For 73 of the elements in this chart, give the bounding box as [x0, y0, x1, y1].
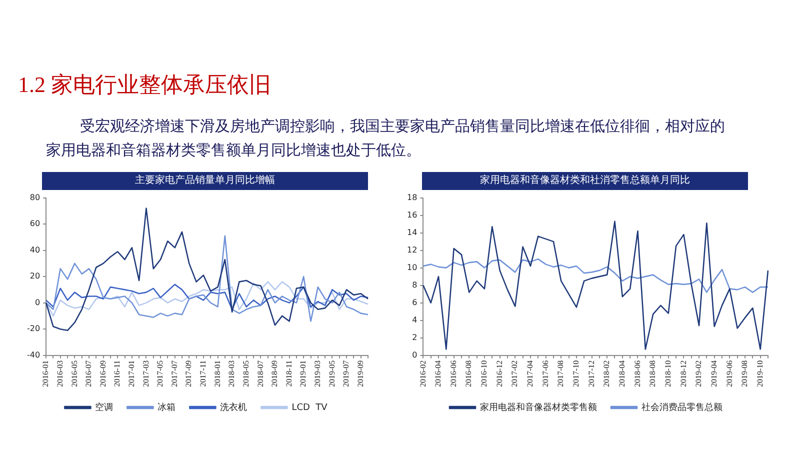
x-tick-label: 2017-02	[510, 360, 520, 388]
legend-label: 空调	[95, 402, 114, 413]
y-tick-label: 18	[406, 192, 418, 202]
x-tick-label: 2018-07	[256, 360, 265, 388]
legend-label: 洗衣机	[220, 402, 248, 413]
x-tick-label: 2017-11	[198, 360, 208, 387]
x-tick-label: 2017-09	[184, 360, 194, 388]
x-tick-label: 2019-01	[298, 360, 308, 388]
y-tick-label: -20	[26, 324, 40, 334]
legend-label: 冰箱	[158, 402, 176, 413]
x-tick-label: 2016-04	[434, 360, 443, 388]
x-tick-label: 2019-05	[327, 360, 336, 388]
x-tick-label: 2017-07	[170, 360, 179, 388]
x-tick-label: 2016-03	[55, 360, 64, 388]
x-tick-label: 2019-08	[740, 360, 750, 388]
y-tick-label: 16	[406, 210, 418, 220]
x-tick-label: 2016-10	[480, 360, 489, 388]
y-tick-label: 2	[412, 332, 418, 342]
x-tick-label: 2017-10	[572, 360, 581, 388]
y-tick-label: 10	[406, 262, 418, 272]
x-tick-label: 2017-03	[141, 360, 150, 388]
x-tick-label: 2019-04	[709, 360, 718, 388]
text: 受宏观经济增速下滑及房地产调控影响，我国主要家电产品销售量同比增速在低位徘徊，相对应的家用电器和音箱器材类零售额单月同比增速也处于低位。	[46, 116, 726, 161]
legend-label: 社会消费品零售总额	[642, 402, 722, 413]
x-tick-label: 2016-11	[112, 360, 122, 387]
y-tick-label: 80	[30, 192, 40, 202]
x-tick-label: 2016-12	[494, 360, 504, 388]
x-tick-label: 2018-09	[270, 360, 280, 388]
chart-title: 主要家电产品销量单月同比增幅	[42, 172, 368, 190]
x-tick-label: 2017-05	[156, 360, 165, 388]
y-tick-label: 0	[34, 298, 40, 307]
y-tick-label: 20	[30, 272, 40, 281]
legend-label: 家用电器和音像器材类零售额	[480, 402, 597, 413]
x-tick-label: 2019-06	[724, 360, 734, 388]
y-tick-label: 14	[406, 228, 418, 237]
x-tick-label: 2018-02	[602, 360, 612, 388]
x-tick-label: 2016-09	[98, 360, 108, 388]
x-tick-label: 2019-03	[313, 360, 322, 388]
x-tick-label: 2017-01	[127, 360, 136, 388]
x-tick-label: 2019-10	[755, 360, 764, 388]
x-tick-label: 2016-02	[418, 360, 428, 388]
x-tick-label: 2018-10	[663, 360, 672, 388]
y-tick-label: -40	[26, 350, 40, 360]
y-tick-label: 12	[406, 245, 418, 254]
chart-title: 家用电器和音像器材类和社消零售总额单月同比	[422, 172, 748, 190]
x-tick-label: 2017-04	[526, 360, 535, 388]
y-tick-label: 0	[412, 350, 418, 360]
x-tick-label: 2016-07	[84, 360, 94, 388]
y-tick-label: 60	[30, 219, 40, 228]
x-tick-label: 2018-11	[284, 360, 294, 387]
y-tick-label: 8	[412, 280, 418, 290]
x-tick-label: 2016-01	[41, 360, 50, 388]
x-tick-label: 2018-01	[212, 360, 222, 388]
y-tick-label: 6	[412, 298, 418, 307]
x-tick-label: 2017-12	[586, 360, 596, 388]
x-tick-label: 2017-06	[540, 360, 550, 388]
x-tick-label: 2019-07	[342, 360, 351, 388]
x-tick-label: 2017-08	[556, 360, 566, 388]
y-tick-label: 4	[412, 315, 418, 324]
x-tick-label: 2019-09	[356, 360, 365, 388]
x-tick-label: 2018-08	[648, 360, 658, 388]
x-tick-label: 2019-02	[694, 360, 704, 388]
x-tick-label: 2018-06	[632, 360, 642, 388]
legend-label: LCD TV	[292, 402, 328, 413]
x-tick-label: 2016-06	[448, 360, 458, 388]
x-tick-label: 2018-03	[227, 360, 236, 388]
y-tick-label: 40	[30, 245, 40, 254]
x-tick-label: 2018-12	[678, 360, 688, 388]
x-tick-label: 2016-08	[464, 360, 474, 388]
text: 1.2 家电行业整体承压依旧	[18, 71, 271, 99]
x-tick-label: 2018-05	[241, 360, 250, 388]
x-tick-label: 2018-04	[618, 360, 627, 388]
x-tick-label: 2016-05	[70, 360, 79, 388]
